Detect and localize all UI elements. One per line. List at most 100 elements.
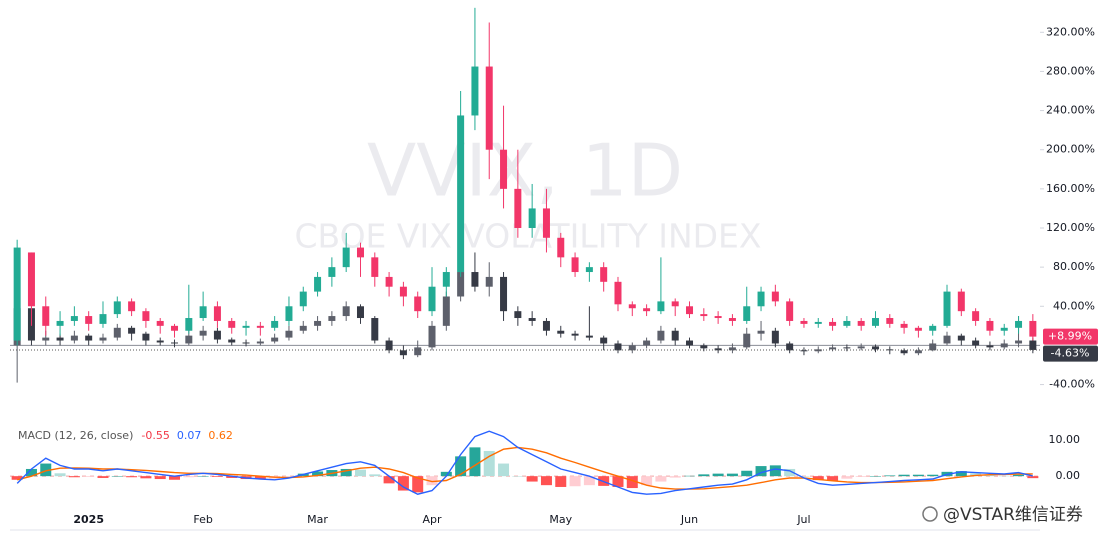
candle-body xyxy=(542,208,550,238)
candle-body xyxy=(328,267,336,277)
candle-body xyxy=(829,347,837,350)
candle-body xyxy=(857,320,865,326)
candle-body xyxy=(113,327,121,338)
histogram-bar xyxy=(984,474,996,477)
histogram-bar xyxy=(369,474,381,477)
candle-body xyxy=(385,340,393,351)
signal-value: 0.62 xyxy=(208,429,233,442)
candle-body xyxy=(56,320,64,326)
candle-body xyxy=(714,348,722,351)
histogram-bar xyxy=(140,476,152,479)
candle-body xyxy=(156,320,164,326)
histogram-bar xyxy=(197,476,209,477)
histogram-bar xyxy=(912,474,924,477)
histogram-bar xyxy=(855,476,867,477)
candle-body xyxy=(471,272,479,287)
price-badge xyxy=(1043,328,1098,345)
histogram-bar xyxy=(841,476,853,479)
candle-body xyxy=(686,340,694,346)
candle-body xyxy=(943,335,951,344)
candle-body xyxy=(542,320,550,331)
candle-body xyxy=(771,330,779,344)
y-tick-label: 0.00 xyxy=(1056,469,1081,482)
histogram-bar xyxy=(183,476,195,478)
candle-body xyxy=(128,301,136,312)
candle-body xyxy=(814,321,822,324)
candle-body xyxy=(585,335,593,338)
watermark-subtitle: CBOE VIX VOLATILITY INDEX xyxy=(294,217,761,256)
histogram-bar xyxy=(440,471,452,477)
macd-title: MACD (12, 26, close) xyxy=(18,429,133,442)
candle-body xyxy=(142,333,150,341)
x-tick-label: Jul xyxy=(796,513,810,526)
candle-body xyxy=(385,276,393,287)
candle-body xyxy=(228,320,236,328)
candle-body xyxy=(314,320,322,326)
candle-body xyxy=(628,345,636,351)
histogram-bar xyxy=(254,476,266,480)
candle-body xyxy=(700,345,708,349)
candle-body xyxy=(213,306,221,321)
candle-body xyxy=(585,267,593,273)
candle-body xyxy=(156,340,164,343)
price-badge-label: +8.99% xyxy=(1048,330,1092,343)
candle-body xyxy=(972,311,980,321)
histogram-bar xyxy=(569,476,581,487)
y-tick-label: 320.00% xyxy=(1046,25,1095,38)
candle-body xyxy=(199,330,207,336)
candle-body xyxy=(786,343,794,351)
candle-body xyxy=(886,318,894,324)
candle-body xyxy=(728,318,736,321)
histogram-bar xyxy=(884,475,896,477)
candle-body xyxy=(743,306,751,321)
histogram-bar xyxy=(784,468,796,477)
candle-body xyxy=(285,330,293,338)
candle-body xyxy=(514,188,522,228)
candle-body xyxy=(929,325,937,331)
candle-body xyxy=(600,267,608,282)
macd-value: 0.07 xyxy=(177,429,202,442)
histogram-bar xyxy=(526,476,538,482)
histogram-bar xyxy=(612,476,624,487)
histogram-bar xyxy=(483,450,495,477)
y-tick-label: 240.00% xyxy=(1046,104,1095,117)
y-tick-label: -40.00% xyxy=(1049,378,1095,391)
candle-body xyxy=(27,252,35,307)
candle-body xyxy=(371,257,379,277)
histogram-bar xyxy=(741,470,753,477)
candle-body xyxy=(171,325,179,331)
candle-body xyxy=(500,276,508,312)
candle-body xyxy=(428,286,436,312)
y-tick-label: 160.00% xyxy=(1046,182,1095,195)
candle-body xyxy=(399,286,407,297)
candle-body xyxy=(356,247,364,258)
candle-body xyxy=(643,340,651,346)
candle-body xyxy=(42,337,50,341)
candle-body xyxy=(285,306,293,321)
y-tick-label: 280.00% xyxy=(1046,64,1095,77)
candle-body xyxy=(700,314,708,317)
candle-body xyxy=(814,349,822,352)
histogram-bar xyxy=(955,471,967,477)
x-tick-label: Apr xyxy=(422,513,442,526)
histogram-bar xyxy=(11,476,23,480)
histogram-bar xyxy=(1013,474,1025,477)
histogram-bar xyxy=(426,476,438,486)
candle-body xyxy=(743,333,751,348)
candle-body xyxy=(1000,343,1008,348)
candle-body xyxy=(371,318,379,341)
candle-body xyxy=(614,343,622,351)
candle-body xyxy=(457,272,465,297)
candle-body xyxy=(428,325,436,348)
histogram-bar xyxy=(54,473,66,477)
y-tick-label: 120.00% xyxy=(1046,221,1095,234)
histogram-bar xyxy=(169,476,181,480)
histogram-bar xyxy=(312,471,324,477)
candle-body xyxy=(242,342,250,344)
candle-body xyxy=(299,291,307,307)
candle-body xyxy=(185,318,193,331)
candle-body xyxy=(528,208,536,228)
candle-body xyxy=(99,314,107,324)
logo-icon xyxy=(922,506,938,522)
histogram-bar xyxy=(755,466,767,477)
